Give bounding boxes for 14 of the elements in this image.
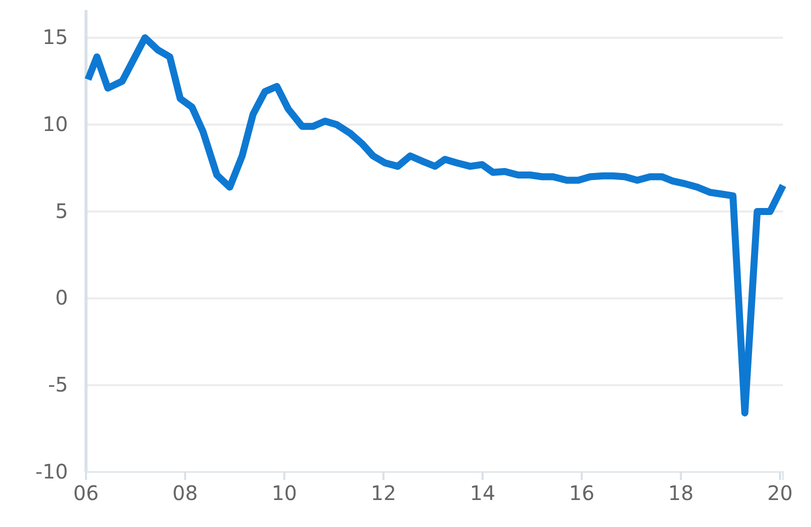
x-tick-label: 08	[172, 481, 198, 506]
y-tick-label: 15	[42, 25, 68, 50]
y-tick-label: -10	[35, 459, 68, 484]
x-tick-label: 16	[569, 481, 594, 506]
x-tick-label: 12	[370, 481, 396, 506]
x-tick-label: 10	[272, 481, 298, 506]
x-tick-label: 20	[767, 481, 793, 506]
y-tick-label: -5	[48, 372, 68, 397]
y-tick-label: 5	[55, 198, 68, 223]
x-tick-label: 06	[73, 481, 99, 506]
y-tick-label: 10	[42, 112, 68, 136]
x-tick-label: 14	[470, 481, 496, 506]
x-tick-label: 18	[668, 481, 694, 506]
y-tick-label: 0	[55, 286, 68, 310]
